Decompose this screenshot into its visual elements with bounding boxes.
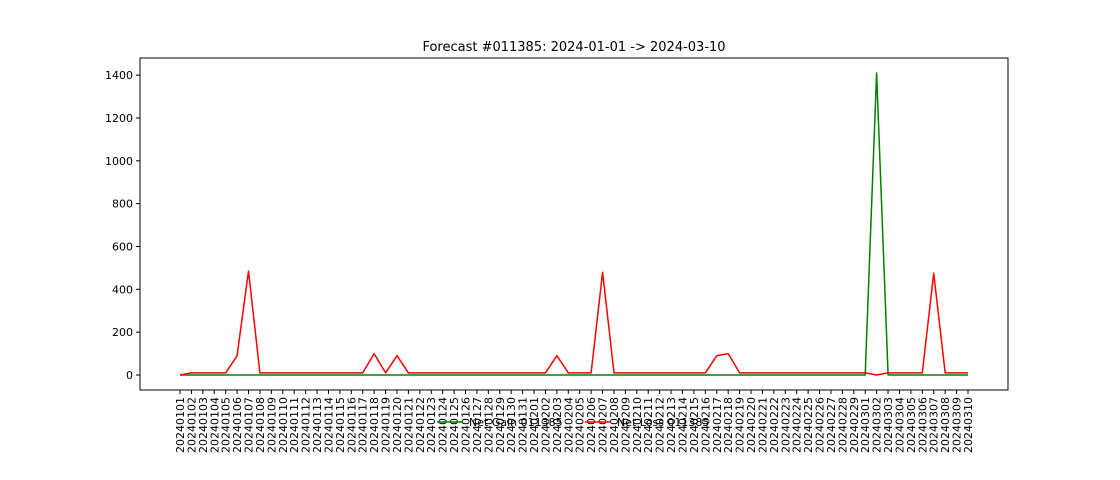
x-tick-label: 20240120 [391, 397, 404, 453]
x-tick-label: 20240127 [471, 397, 484, 453]
x-tick-label: 20240105 [220, 397, 233, 453]
x-tick-label: 20240222 [768, 397, 781, 453]
x-tick-label: 20240110 [277, 397, 290, 453]
x-tick-label: 20240216 [699, 397, 712, 453]
x-tick-label: 20240215 [688, 397, 701, 453]
series-line-net-gain [180, 72, 968, 376]
x-tick-label: 20240213 [665, 397, 678, 453]
x-tick-label: 20240211 [642, 397, 655, 453]
x-tick-label: 20240131 [517, 397, 530, 453]
y-tick-label: 200 [112, 326, 133, 339]
x-tick-label: 20240104 [208, 397, 221, 453]
x-tick-label: 20240125 [448, 397, 461, 453]
x-tick-label: 20240205 [574, 397, 587, 453]
x-tick-label: 20240126 [460, 397, 473, 453]
x-tick-label: 20240106 [231, 397, 244, 453]
x-tick-label: 20240227 [825, 397, 838, 453]
x-tick-label: 20240212 [654, 397, 667, 453]
y-axis: 0 200 400 600 800 1000 1200 1400 [105, 69, 140, 382]
x-tick-label: 20240114 [322, 397, 335, 453]
x-tick-label: 20240201 [528, 397, 541, 453]
legend: Net Gain 011385 Net Loss 011385 [437, 416, 709, 429]
x-tick-label: 20240229 [848, 397, 861, 453]
x-tick-label: 20240129 [494, 397, 507, 453]
x-tick-label: 20240128 [482, 397, 495, 453]
y-tick-label: 400 [112, 283, 133, 296]
chart-title: Forecast #011385: 2024-01-01 -> 2024-03-… [422, 40, 725, 55]
x-tick-label: 20240124 [437, 397, 450, 453]
x-tick-label: 20240107 [243, 397, 256, 453]
x-tick-label: 20240307 [928, 397, 941, 453]
x-tick-label: 20240109 [265, 397, 278, 453]
x-tick-label: 20240111 [288, 397, 301, 453]
x-tick-label: 20240302 [871, 397, 884, 453]
x-tick-label: 20240225 [802, 397, 815, 453]
x-tick-label: 20240228 [836, 397, 849, 453]
x-tick-label: 20240101 [174, 397, 187, 453]
x-tick-label: 20240112 [300, 397, 313, 453]
x-tick-label: 20240122 [414, 397, 427, 453]
y-tick-label: 1000 [105, 155, 133, 168]
x-tick-label: 20240214 [676, 397, 689, 453]
x-tick-label: 20240209 [619, 397, 632, 453]
x-tick-label: 20240117 [357, 397, 370, 453]
x-tick-label: 20240116 [345, 397, 358, 453]
x-tick-label: 20240310 [962, 397, 975, 453]
x-tick-label: 20240102 [185, 397, 198, 453]
x-tick-label: 20240202 [539, 397, 552, 453]
series-layer [179, 72, 968, 376]
y-tick-label: 1400 [105, 69, 133, 82]
x-tick-label: 20240219 [734, 397, 747, 453]
x-tick-label: 20240308 [939, 397, 952, 453]
x-axis: 2024010120240102202401032024010420240105… [174, 390, 975, 453]
y-tick-label: 1200 [105, 112, 133, 125]
x-tick-label: 20240130 [505, 397, 518, 453]
plot-area [139, 57, 1009, 391]
x-tick-label: 20240306 [916, 397, 929, 453]
x-tick-label: 20240218 [722, 397, 735, 453]
series-line-net-loss [179, 270, 968, 376]
x-tick-label: 20240203 [551, 397, 564, 453]
x-tick-label: 20240309 [951, 397, 964, 453]
x-tick-label: 20240210 [631, 397, 644, 453]
y-tick-label: 600 [112, 240, 133, 253]
x-tick-label: 20240118 [368, 397, 381, 453]
x-tick-label: 20240303 [882, 397, 895, 453]
y-tick-label: 800 [112, 198, 133, 211]
x-tick-label: 20240115 [334, 397, 347, 453]
legend-label: Net Loss 011385 [617, 416, 709, 429]
x-tick-label: 20240103 [197, 397, 210, 453]
x-tick-label: 20240305 [905, 397, 918, 453]
x-tick-label: 20240207 [597, 397, 610, 453]
x-tick-label: 20240208 [608, 397, 621, 453]
legend-label: Net Gain 011385 [469, 416, 563, 429]
x-tick-label: 20240206 [585, 397, 598, 453]
x-tick-label: 20240304 [893, 397, 906, 453]
x-tick-label: 20240217 [711, 397, 724, 453]
x-tick-label: 20240119 [380, 397, 393, 453]
x-tick-label: 20240108 [254, 397, 267, 453]
x-tick-label: 20240121 [402, 397, 415, 453]
x-tick-label: 20240220 [745, 397, 758, 453]
x-tick-label: 20240226 [814, 397, 827, 453]
x-tick-label: 20240113 [311, 397, 324, 453]
x-tick-label: 20240123 [425, 397, 438, 453]
x-tick-label: 20240221 [756, 397, 769, 453]
x-tick-label: 20240204 [562, 397, 575, 453]
y-tick-label: 0 [126, 369, 133, 382]
x-tick-label: 20240224 [791, 397, 804, 453]
x-tick-label: 20240301 [859, 397, 872, 453]
x-tick-label: 20240223 [779, 397, 792, 453]
